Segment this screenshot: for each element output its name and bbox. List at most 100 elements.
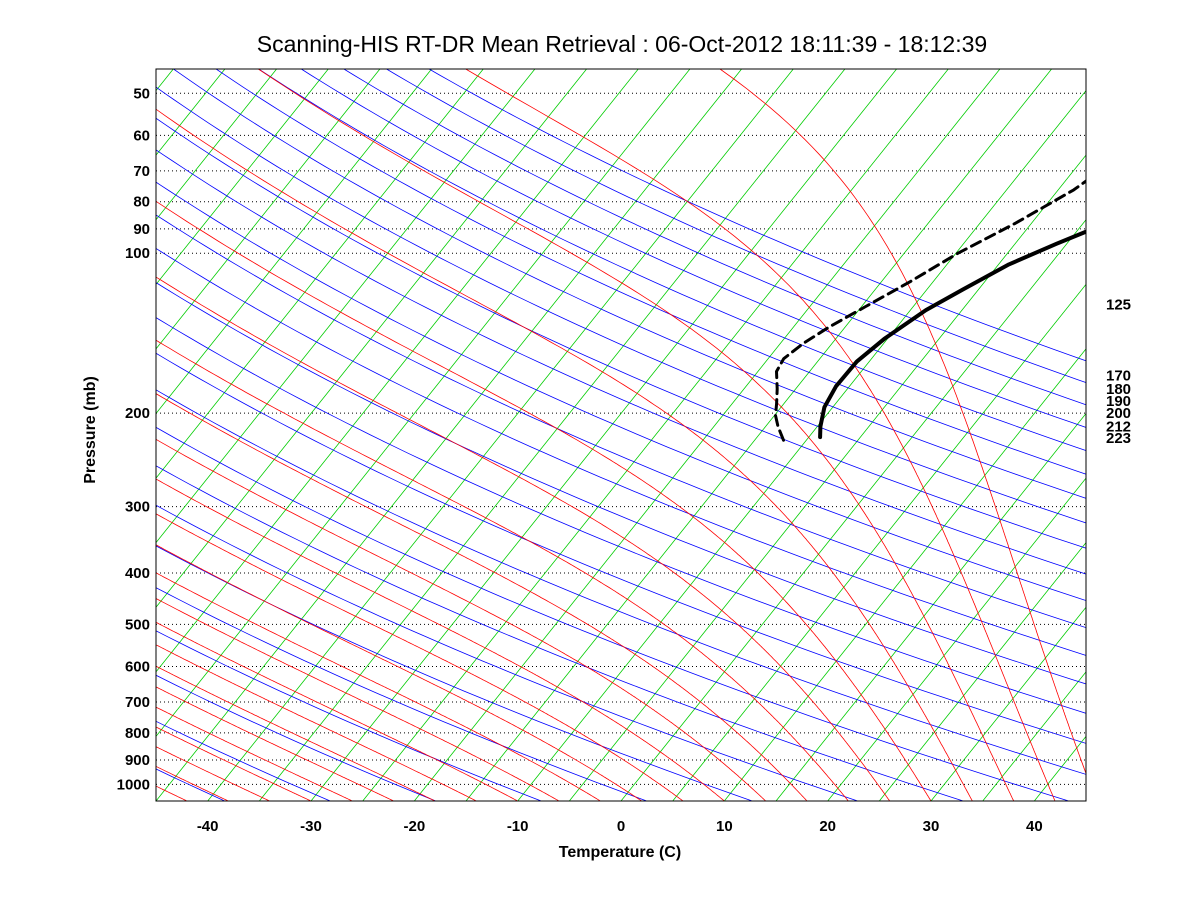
dry-adiabat-line [156,545,753,801]
x-tick-label: 10 [716,818,733,835]
isotherm-line [156,69,329,286]
dry-adiabat-line [156,181,1086,601]
dry-adiabat-line [0,69,14,801]
right-label: 125 [1106,297,1131,314]
moist-adiabat-line [156,438,766,801]
isotherm-line [465,69,1052,801]
y-tick-label: 500 [125,616,150,633]
y-tick-label: 90 [133,221,150,238]
moist-adiabat-line [258,69,1015,801]
dry-adiabat-line [173,69,1086,499]
moist-adiabat-line [156,478,725,801]
isotherm-line [258,69,846,801]
isotherm-line [156,69,381,350]
isotherm-line [362,69,949,801]
isotherm-line [0,69,70,801]
y-axis: 50 60 70 80 90 100 200 300 400 500 600 700 800 900 100… [117,85,150,793]
x-tick-label: -20 [403,818,425,835]
moist-adiabat-line [156,544,642,801]
dry-adiabat-line [156,86,1086,524]
x-tick-label: 30 [923,818,940,835]
isotherm-line [620,219,1086,801]
y-tick-label: 700 [125,694,150,711]
isotherm-line [310,69,897,801]
moist-adiabat-line [156,572,601,801]
dry-adiabat-line [156,352,1086,744]
moist-adiabat-line [156,393,808,801]
y-tick-label: 200 [125,405,150,422]
isotherm-line [207,69,794,801]
isotherm-line [1085,800,1086,801]
right-label: 180 [1106,381,1131,398]
dry-adiabat-line [156,504,858,801]
moist-adiabat-line [156,339,849,801]
y-tick-label: 70 [133,163,150,180]
x-tick-label: -10 [507,818,529,835]
isotherm-line [156,69,536,544]
moist-adiabat-line [156,108,973,801]
right-label: 200 [1106,405,1131,422]
isotherm-line [672,283,1086,801]
dry-adiabat-line [0,69,119,801]
y-tick-label: 800 [125,725,150,742]
dry-adiabat-line [258,69,1086,451]
y-axis-label: Pressure (mb) [82,376,99,484]
x-tick-label: 40 [1026,818,1043,835]
isotherm-line [0,69,18,801]
moist-adiabat-line [156,513,684,801]
y-tick-label: 1000 [117,776,150,793]
moist-adiabat-line [156,746,270,801]
dry-adiabat-line [156,389,1086,775]
isotherm-line [0,69,122,801]
dry-adiabat-line [156,117,1086,549]
background-lines [0,69,1200,801]
moist-adiabat-line [156,785,188,801]
dry-adiabat-line [156,282,1086,685]
isotherm-line [413,69,1001,801]
x-tick-label: -30 [300,818,322,835]
isotherm-line [982,671,1086,801]
right-label: 170 [1106,368,1131,385]
moist-adiabat-line [465,69,1056,801]
chart-title: Scanning-HIS RT-DR Mean Retrieval : 06-O… [257,31,987,57]
moist-adiabat-line [156,644,477,801]
dry-adiabat-line [156,247,1086,656]
moist-adiabat-line [156,665,436,801]
moist-adiabat-line [156,621,518,801]
isotherm-line [156,69,432,415]
y-tick-label: 50 [133,85,150,102]
dry-adiabat-line [156,426,1069,801]
moist-adiabat-line [156,706,353,801]
isotherm-line [878,541,1086,801]
dewpoint-line [774,179,1086,442]
plot-frame [155,68,1087,802]
isotherm-line [156,69,587,608]
dry-adiabat-line [386,69,1086,383]
dry-adiabat-line [156,465,964,801]
x-axis: -40 -30 -20 -10 0 10 20 30 40 [197,818,1043,835]
x-axis-label: Temperature (C) [559,844,681,861]
dry-adiabat-line [156,674,436,801]
moist-adiabat-line [719,69,1086,775]
dry-adiabat-line [156,630,542,801]
isotherm-line [1138,69,1200,801]
profiles [774,179,1086,442]
isotherm-line [517,89,1086,801]
moist-adiabat-line [156,598,560,801]
moist-adiabat-line [156,765,229,801]
dry-adiabat-line [343,69,1086,406]
x-tick-label: 0 [617,818,625,835]
dry-adiabat-line [428,69,1086,362]
isotherm-line [156,69,277,221]
y-tick-label: 600 [125,658,150,675]
isotherm-line [156,69,484,479]
moist-adiabat-line [156,686,394,801]
moist-adiabat-line [156,726,312,801]
isotherm-line [930,606,1086,801]
dry-adiabat-line [156,587,647,801]
x-tick-label: -40 [197,818,219,835]
x-tick-label: 20 [819,818,836,835]
isotherm-line [827,477,1086,801]
